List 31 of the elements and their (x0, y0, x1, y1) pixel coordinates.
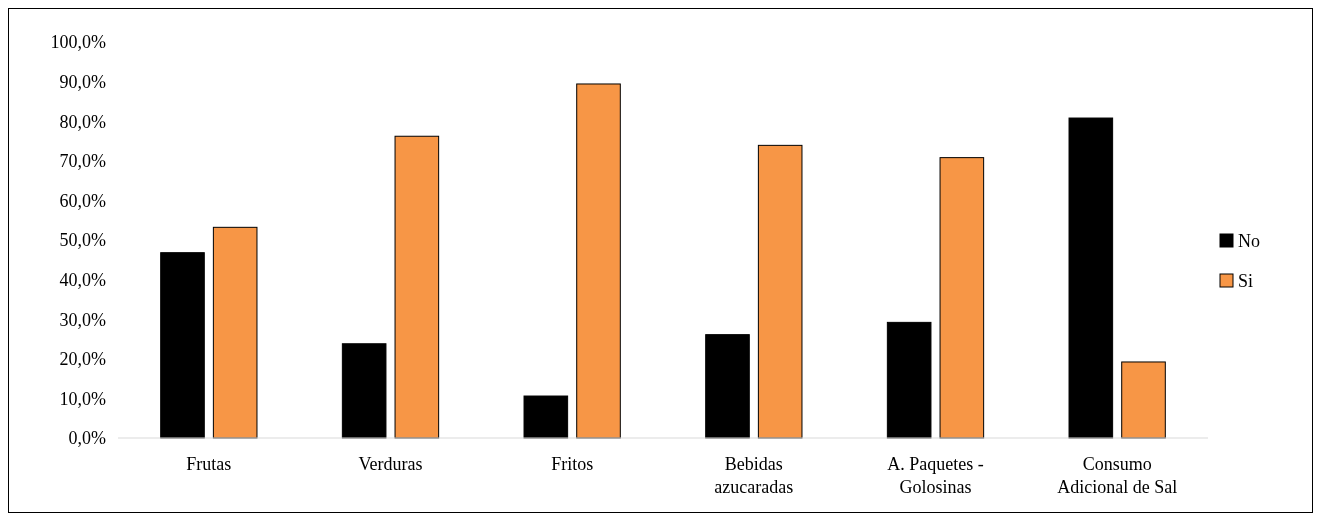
bar (576, 83, 621, 439)
bar (705, 334, 750, 439)
y-tick-label: 0,0% (68, 428, 106, 449)
bar (1068, 117, 1114, 439)
y-tick-label: 10,0% (59, 388, 106, 409)
y-tick-label: 70,0% (59, 151, 106, 172)
bar (757, 144, 803, 439)
bar (523, 395, 569, 439)
y-tick-label: 50,0% (59, 230, 106, 251)
x-tick-label: Consumo Adicional de Sal (1057, 454, 1178, 497)
y-tick-label: 20,0% (59, 349, 106, 370)
bar (886, 321, 932, 439)
y-tick-label: 100,0% (50, 32, 106, 53)
y-tick-label: 60,0% (59, 190, 106, 211)
bar (394, 135, 440, 439)
legend-label: No (1238, 231, 1260, 252)
x-tick-label: Fritos (551, 454, 594, 474)
x-tick-label: Frutas (186, 454, 232, 474)
y-tick-label: 90,0% (59, 71, 106, 92)
bar (160, 252, 205, 439)
bar (341, 343, 387, 439)
legend-label: Si (1238, 271, 1254, 292)
y-tick-label: 80,0% (59, 111, 106, 132)
y-tick-label: 40,0% (59, 269, 106, 290)
x-tick-label: Bebidas azucaradas (714, 454, 794, 497)
x-tick-label: Verduras (358, 454, 423, 474)
x-tick-label: A. Paquetes - Golosinas (887, 454, 984, 497)
bar (212, 226, 258, 439)
bar (1121, 361, 1166, 439)
y-tick-label: 30,0% (59, 309, 106, 330)
bar (939, 157, 985, 439)
